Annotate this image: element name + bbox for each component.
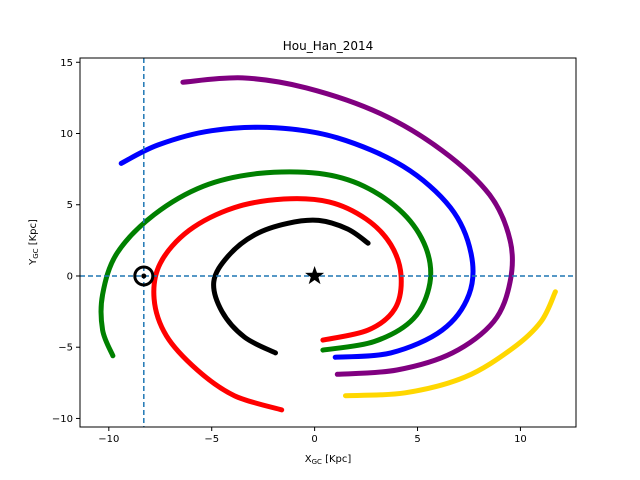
sun-marker-dot [141, 273, 147, 279]
chart-title: Hou_Han_2014 [283, 39, 374, 53]
x-tick-label: 0 [311, 434, 317, 445]
y-tick-label: −10 [52, 414, 73, 425]
galactic-center-star [305, 266, 325, 285]
spiral-arm-1 [211, 217, 371, 356]
y-tick-label: 5 [67, 200, 73, 211]
axes-frame [79, 57, 577, 428]
x-tick-label: −5 [204, 434, 219, 445]
spiral-arm-3 [98, 169, 434, 359]
x-tick-label: 5 [414, 434, 420, 445]
x-tick-label: 10 [514, 434, 527, 445]
y-tick-label: 15 [60, 58, 73, 69]
spiral-arm-5 [180, 75, 515, 377]
x-axis-label: XGC [Kpc] [305, 454, 352, 466]
plot-area [80, 58, 576, 427]
y-axis-label: YGC [Kpc] [28, 219, 40, 266]
sun-marker-ring [133, 265, 155, 287]
y-tick-label: 0 [67, 271, 73, 282]
spiral-arm-4 [118, 124, 476, 360]
spiral-arm-2 [151, 196, 404, 413]
axis-ticks: −10 −5 0 5 10 −10 −5 0 5 10 15 [52, 58, 527, 445]
spiral-arm-6 [343, 289, 558, 399]
y-tick-label: 10 [60, 129, 73, 140]
x-tick-label: −10 [98, 434, 119, 445]
y-tick-label: −5 [58, 343, 73, 354]
